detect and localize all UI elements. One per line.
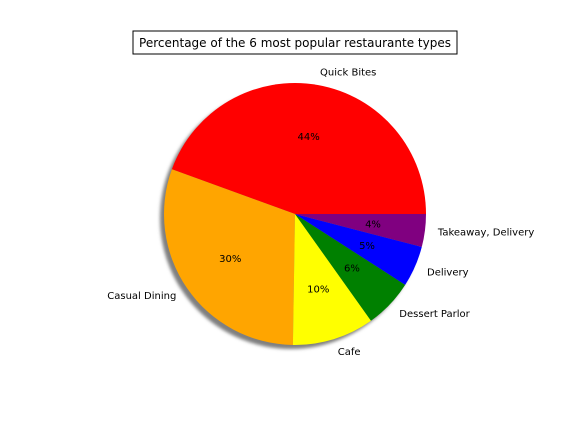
pie-slice-takeaway-delivery — [295, 214, 426, 247]
slice-percent-label: 44% — [297, 132, 319, 143]
chart-title: Percentage of the 6 most popular restaur… — [139, 36, 451, 50]
slice-percent-label: 30% — [219, 254, 241, 265]
slice-category-label: Delivery — [427, 267, 469, 278]
pie-slice-cafe — [292, 214, 371, 345]
slice-percent-label: 6% — [344, 264, 360, 275]
slice-category-label: Casual Dining — [107, 291, 176, 302]
slice-category-label: Quick Bites — [320, 68, 376, 79]
slice-category-label: Cafe — [338, 347, 361, 358]
pie-slice-casual-dining — [164, 169, 295, 345]
slice-percent-label: 10% — [307, 285, 329, 296]
slice-category-label: Takeaway, Delivery — [437, 228, 534, 239]
pie-slice-dessert-parlor — [295, 214, 406, 321]
pie-slice-quick-bites — [171, 83, 426, 214]
chart-title-box — [132, 30, 458, 55]
pie-labels: 44% Quick Bites 30% Casual Dining 10% Cafe 6% D… — [107, 68, 534, 359]
slice-percent-label: 5% — [359, 241, 375, 252]
pie-slice-delivery — [295, 214, 422, 285]
slice-category-label: Dessert Parlor — [399, 309, 470, 320]
chart-title-group: Percentage of the 6 most popular restaur… — [132, 30, 458, 55]
pie-slices — [164, 83, 426, 345]
slice-percent-label: 4% — [365, 220, 381, 231]
